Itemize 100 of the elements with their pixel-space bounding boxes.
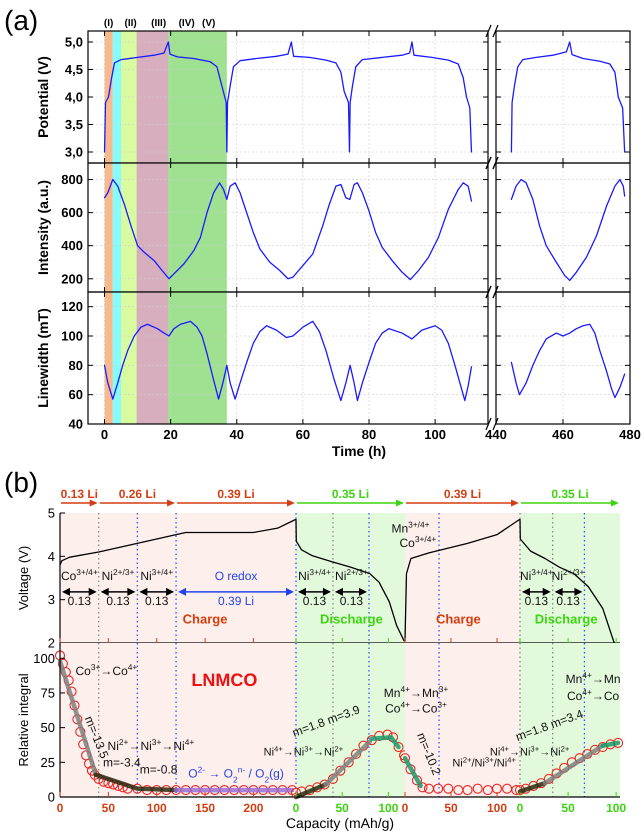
point — [350, 748, 362, 760]
y-tick-label: 400 — [61, 238, 83, 254]
point — [502, 784, 512, 794]
annotation: Mn$^{4+}$→Mn — [566, 670, 621, 686]
y-tick-label: 3,0 — [64, 144, 83, 160]
point — [400, 753, 410, 764]
annotation: Co$^{3+}$→Co$^{4+}$ — [76, 662, 138, 678]
x-tick-label: 460 — [552, 427, 574, 442]
x-tick-label: 80 — [362, 427, 376, 442]
y-axis-title: Potential (V) — [35, 56, 51, 138]
x-tick-label: 0 — [402, 801, 409, 815]
annotation: Co$^{4+}$→Co — [566, 686, 620, 703]
annotation: 0.13 — [524, 594, 548, 608]
y-tick-label: 60 — [68, 387, 83, 402]
annotation: Mn$^{3+/4+}$ — [391, 520, 430, 536]
point — [54, 650, 66, 661]
point — [520, 784, 531, 794]
point — [304, 785, 315, 796]
point — [462, 785, 473, 796]
band-label: (I) — [104, 18, 114, 29]
chart-title: (b) — [4, 467, 38, 498]
band-label: 0.39 Li — [217, 487, 255, 501]
band-label: 0.13 Li — [60, 487, 98, 501]
annotation: Ni$^{2+/3+}$ — [335, 567, 368, 584]
annotation: Charge — [182, 612, 228, 626]
x-tick-label: 100 — [606, 801, 626, 815]
x-tick-label: 100 — [486, 801, 508, 815]
x-tick-label: 100 — [424, 427, 446, 442]
y-tick-label: 75 — [40, 685, 55, 700]
band-label: 0.26 Li — [118, 487, 156, 501]
annotation: 0.39 Li — [218, 594, 254, 608]
point — [405, 764, 416, 774]
point — [344, 757, 354, 768]
point — [388, 732, 398, 742]
point — [287, 785, 298, 796]
point — [443, 784, 454, 794]
point — [433, 784, 444, 794]
annotation: Co$^{4+}$→Co$^{3+}$ — [385, 699, 448, 716]
annotation: 0.13 — [68, 594, 92, 608]
y-tick-label: 40 — [68, 416, 83, 432]
y-tick-label: 200 — [61, 271, 83, 286]
band-label: (IV) — [178, 18, 195, 29]
point — [69, 700, 80, 710]
x-axis-title: Capacity (mAh/g) — [286, 815, 394, 831]
point — [320, 779, 330, 790]
y-tick-label: 3 — [48, 592, 55, 608]
y-tick-label: 120 — [61, 299, 83, 314]
annotation: 0.13 — [556, 594, 580, 608]
x-tick-label: 480 — [619, 427, 641, 442]
annotation: Discharge — [534, 612, 598, 626]
annotation: 0.13 — [145, 594, 169, 608]
y-tick-label: 3,5 — [64, 117, 83, 132]
annotation: 0.13 — [106, 594, 130, 608]
band-label: (V) — [202, 18, 216, 29]
y-tick-label: 80 — [68, 358, 83, 373]
y-axis-title: Intensity (a.u.) — [35, 180, 51, 275]
band-label: 0.35 Li — [332, 487, 370, 501]
annotation: Ni$^{3+/4+}$ — [520, 567, 553, 584]
annotation: Co$^{3+/4+}$ — [399, 534, 436, 550]
annotation: 0.13 — [340, 594, 364, 608]
y-axis-title: Voltage (V) — [16, 546, 31, 610]
annotation: 0.13 — [302, 594, 326, 608]
y-tick-label: 800 — [61, 172, 83, 188]
point — [514, 785, 526, 796]
point — [453, 785, 464, 796]
y-tick-label: 5 — [48, 506, 55, 520]
annotation: Ni$^{4+}$→Ni$^{3+}$→Ni$^{2+}$ — [264, 744, 344, 758]
annotation: Charge — [436, 612, 481, 626]
annotation: Discharge — [320, 612, 383, 626]
point — [366, 735, 377, 746]
band-label: (II) — [124, 18, 137, 29]
point — [417, 782, 428, 792]
x-tick-label: 150 — [195, 801, 216, 815]
point — [393, 742, 404, 752]
annotation: Ni$^{3+/4+}$ — [298, 567, 331, 584]
chart-title: (a) — [4, 5, 38, 36]
annotation: m=-0.8 — [140, 762, 178, 776]
annotation: Co$^{3+/4+}$ — [60, 567, 98, 584]
x-tick-label: 50 — [444, 801, 458, 815]
x-tick-label: 50 — [102, 801, 116, 815]
x-tick-label: 60 — [296, 427, 310, 442]
x-tick-label: 0 — [292, 801, 300, 815]
x-tick-label: 50 — [561, 801, 576, 815]
annotation: m=1.8 m=3.4 — [514, 706, 586, 744]
x-tick-label: 20 — [163, 427, 178, 442]
point — [412, 775, 422, 786]
point — [424, 784, 434, 794]
y-tick-label: 5,0 — [64, 34, 83, 50]
x-tick-label: 0 — [100, 427, 108, 442]
point — [72, 714, 82, 724]
y-tick-label: 50 — [40, 720, 55, 736]
x-tick-label: 100 — [378, 801, 399, 815]
y-tick-label: 0 — [48, 790, 55, 804]
annotation: Mn$^{4+}$→Mn$^{3+}$ — [384, 684, 448, 700]
point — [472, 784, 483, 794]
x-axis-title: Time (h) — [332, 443, 386, 459]
line-series — [104, 178, 472, 280]
y-tick-label: 2 — [48, 636, 55, 650]
annotation: O$^{2-}$ → O$_{2}$$^{n-}$ / O$_{2}$(g) — [188, 764, 284, 785]
band-label: (III) — [151, 18, 166, 29]
